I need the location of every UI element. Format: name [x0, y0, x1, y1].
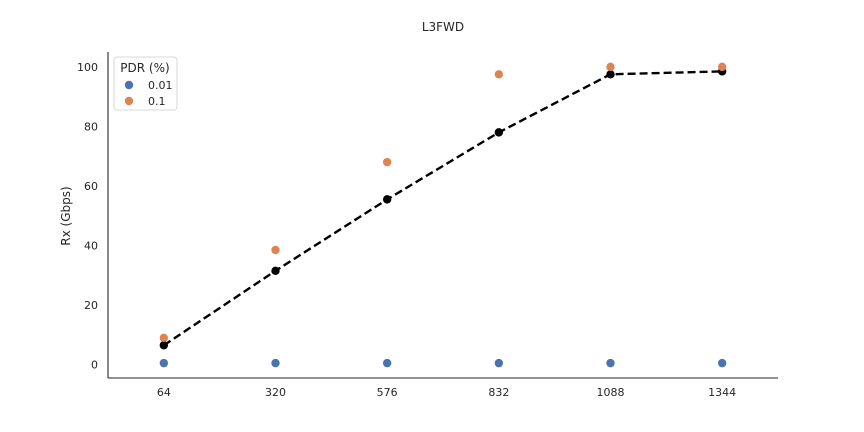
fit-point [494, 128, 504, 137]
series-point [717, 62, 727, 72]
y-tick-label: 80 [84, 120, 98, 133]
fit-point [159, 341, 169, 350]
x-tick-label: 1088 [597, 386, 625, 399]
legend: PDR (%) 0.01 0.1 [113, 56, 178, 111]
series-point [382, 358, 392, 368]
series-point [606, 358, 615, 368]
fit-line-group [159, 67, 727, 350]
legend-title: PDR (%) [120, 61, 169, 75]
series-point [494, 358, 504, 368]
y-tick-label: 100 [77, 61, 98, 74]
y-ticks: 0 20 40 60 80 100 [77, 61, 98, 372]
series-point [382, 157, 392, 167]
fit-line [163, 70, 723, 347]
y-tick-label: 40 [84, 240, 98, 253]
y-axis-label: Rx (Gbps) [59, 186, 73, 245]
series-point [494, 70, 504, 79]
legend-frame [113, 56, 178, 111]
fit-point [606, 70, 615, 79]
x-tick-label: 64 [157, 386, 171, 399]
series-point [159, 333, 169, 343]
y-tick-label: 60 [84, 180, 98, 193]
series-point [159, 358, 169, 368]
x-tick-label: 320 [265, 386, 286, 399]
legend-marker [124, 80, 134, 90]
legend-marker [124, 96, 134, 106]
y-tick-label: 20 [84, 299, 98, 312]
x-tick-label: 1344 [708, 386, 736, 399]
x-tick-label: 576 [377, 386, 398, 399]
fit-point [271, 266, 280, 276]
series-point [271, 358, 280, 368]
series-point [717, 358, 727, 368]
y-tick-label: 0 [91, 359, 98, 372]
chart-title: L3FWD [422, 20, 464, 34]
legend-label: 0.01 [148, 79, 173, 92]
series-point [271, 245, 280, 255]
x-tick-label: 832 [488, 386, 509, 399]
legend-label: 0.1 [148, 95, 166, 108]
series-point [606, 62, 615, 72]
x-ticks: 64 320 576 832 1088 1344 [157, 386, 736, 399]
legend-items: 0.01 0.1 [124, 79, 173, 108]
axes [107, 52, 778, 379]
points [159, 62, 727, 368]
fit-point [382, 195, 392, 204]
